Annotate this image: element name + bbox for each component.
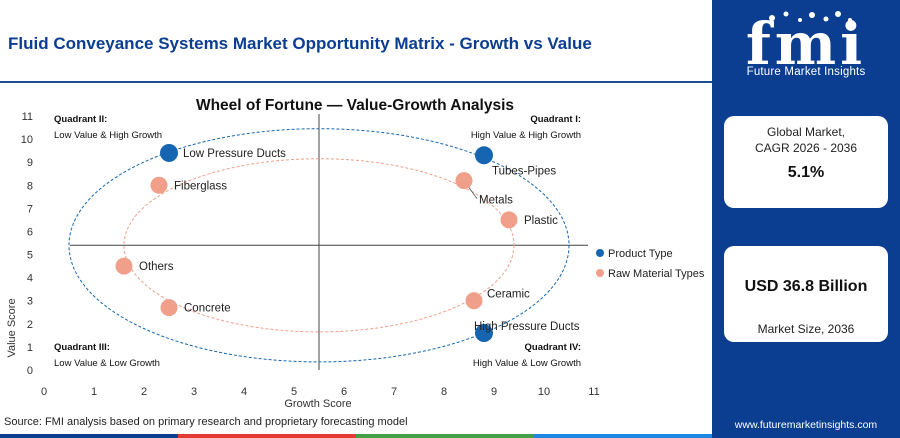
x-tick-label: 1 xyxy=(91,386,97,398)
quadrant-subtitle: High Value & High Growth xyxy=(471,130,581,141)
quadrant-title: Quadrant IV: xyxy=(525,342,581,353)
x-tick-label: 11 xyxy=(588,386,599,398)
chart-title: Wheel of Fortune — Value-Growth Analysis xyxy=(196,97,514,114)
x-tick-label: 7 xyxy=(391,386,397,398)
quadrant-title: Quadrant II: xyxy=(54,114,107,125)
header-rule xyxy=(0,81,712,83)
x-tick-label: 5 xyxy=(291,386,297,398)
quadrant-subtitle: Low Value & Low Growth xyxy=(54,358,160,369)
y-tick-label: 3 xyxy=(27,296,33,308)
legend-marker xyxy=(596,249,604,257)
x-tick-label: 6 xyxy=(341,386,347,398)
legend-label: Raw Material Types xyxy=(608,268,705,280)
quadrant-title: Quadrant III: xyxy=(54,342,110,353)
cagr-value: 5.1% xyxy=(787,164,825,181)
data-point-label: High Pressure Ducts xyxy=(474,321,580,333)
x-tick-label: 3 xyxy=(191,386,197,398)
data-point-label: Concrete xyxy=(184,303,231,315)
y-tick-label: 6 xyxy=(27,226,33,238)
x-tick-label: 2 xyxy=(141,386,147,398)
data-point-high-pressure-ducts xyxy=(475,324,493,343)
chart-plot-area xyxy=(68,114,588,370)
cagr-card: Global Market, CAGR 2026 - 2036 5.1% xyxy=(724,116,888,208)
data-point-label: Fiberglass xyxy=(174,180,227,192)
quadrant-title: Quadrant I: xyxy=(530,114,581,125)
cagr-label-line2: CAGR 2026 - 2036 xyxy=(754,141,858,155)
page-title: Fluid Conveyance Systems Market Opportun… xyxy=(8,34,592,53)
y-tick-label: 5 xyxy=(27,250,33,262)
orbit-ellipse-product-type xyxy=(68,128,570,363)
data-point-label: Metals xyxy=(479,195,513,207)
y-tick-label: 9 xyxy=(27,157,33,169)
quadrant-subtitle: Low Value & High Growth xyxy=(54,130,162,141)
website-url[interactable]: www.futuremarketinsights.com xyxy=(734,419,878,431)
y-tick-label: 11 xyxy=(22,111,33,123)
market-size-label: Market Size, 2036 xyxy=(757,322,855,336)
source-note: Source: FMI analysis based on primary re… xyxy=(4,416,408,428)
legend-label: Product Type xyxy=(608,248,673,260)
data-point-label: Tubes-Pipes xyxy=(492,165,556,177)
axis-ticks: 0 1 2 3 4 5 6 7 8 9 10 11 0 1 2 3 4 5 6 7 8 9 10 11 xyxy=(21,111,600,398)
x-tick-label: 0 xyxy=(41,386,47,398)
x-axis-label: Growth Score xyxy=(284,398,351,410)
data-point-ceramic xyxy=(465,292,483,310)
y-tick-label: 7 xyxy=(27,203,33,215)
x-tick-label: 10 xyxy=(538,386,550,398)
quadrant-subtitle: High Value & Low Growth xyxy=(473,358,581,369)
data-point-label: Others xyxy=(139,261,174,273)
y-tick-label: 0 xyxy=(27,365,33,377)
data-point-label: Ceramic xyxy=(487,289,530,301)
data-points: Low Pressure Ducts Tubes-Pipes High Pressu… xyxy=(115,143,580,343)
data-point-fiberglass xyxy=(150,176,168,194)
y-tick-label: 10 xyxy=(21,134,33,146)
market-size-card: USD 36.8 Billion Market Size, 2036 xyxy=(724,246,888,342)
data-point-tubes-pipes xyxy=(475,146,493,165)
data-point-label: Low Pressure Ducts xyxy=(183,148,286,160)
opportunity-matrix-chart: Wheel of Fortune — Value-Growth Analysis… xyxy=(6,97,705,410)
data-point-label: Plastic xyxy=(524,215,558,227)
logo-subtitle: Future Market Insights xyxy=(746,66,866,78)
brand-color-bar xyxy=(0,434,712,438)
x-tick-label: 9 xyxy=(491,386,497,398)
data-point-plastic xyxy=(500,211,518,229)
data-point-low-pressure-ducts xyxy=(160,143,178,162)
quadrant-labels: Quadrant II: Low Value & High Growth Quadr… xyxy=(54,114,581,369)
fmi-logo: fmi xyxy=(746,10,866,78)
x-tick-label: 8 xyxy=(441,386,447,398)
y-tick-label: 2 xyxy=(27,319,33,331)
data-point-metals xyxy=(455,172,473,190)
y-axis-label: Value Score xyxy=(6,298,18,357)
data-point-others xyxy=(115,257,133,275)
chart-legend: Product Type Raw Material Types xyxy=(596,248,705,280)
x-tick-label: 4 xyxy=(241,386,247,398)
y-tick-label: 4 xyxy=(27,273,33,285)
data-point-concrete xyxy=(160,299,178,317)
legend-marker xyxy=(596,269,604,277)
y-tick-label: 1 xyxy=(27,342,33,354)
orbit-ellipse-raw-material-types xyxy=(123,158,515,333)
svg-text:fmi: fmi xyxy=(746,10,866,78)
y-tick-label: 8 xyxy=(27,180,33,192)
market-size-value: USD 36.8 Billion xyxy=(744,278,868,295)
cagr-label-line1: Global Market, xyxy=(766,125,846,139)
sidebar xyxy=(712,0,900,438)
